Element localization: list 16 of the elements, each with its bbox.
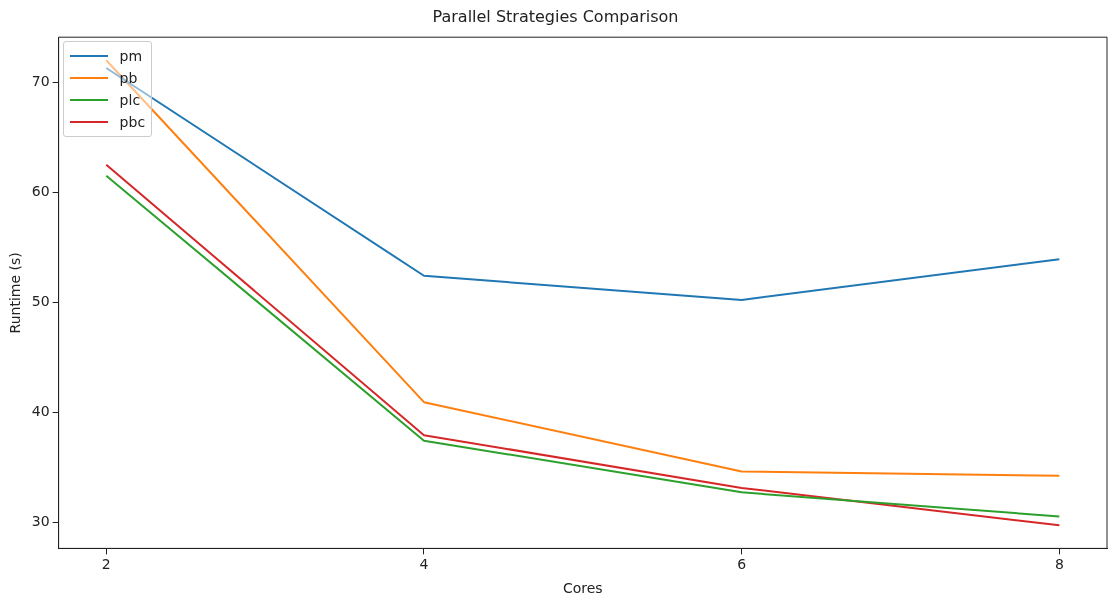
legend-label: pm xyxy=(119,48,143,65)
x-tick-label: 4 xyxy=(419,556,429,573)
x-axis-title: Cores xyxy=(562,580,603,597)
legend-label: pbc xyxy=(119,114,146,131)
chart-title: Parallel Strategies Comparison xyxy=(432,6,679,26)
x-tick-label: 8 xyxy=(1054,556,1064,573)
y-tick-label: 40 xyxy=(31,402,50,419)
y-axis-title: Runtime (s) xyxy=(7,252,24,334)
x-tick-label: 6 xyxy=(737,556,747,573)
y-tick-label: 30 xyxy=(31,512,50,529)
x-tick-label: 2 xyxy=(101,556,111,573)
y-tick-label: 50 xyxy=(31,292,50,309)
y-tick-label: 70 xyxy=(31,72,50,89)
legend-label: plc xyxy=(119,92,141,109)
legend-label: pb xyxy=(119,70,138,87)
y-tick-label: 60 xyxy=(31,182,50,199)
